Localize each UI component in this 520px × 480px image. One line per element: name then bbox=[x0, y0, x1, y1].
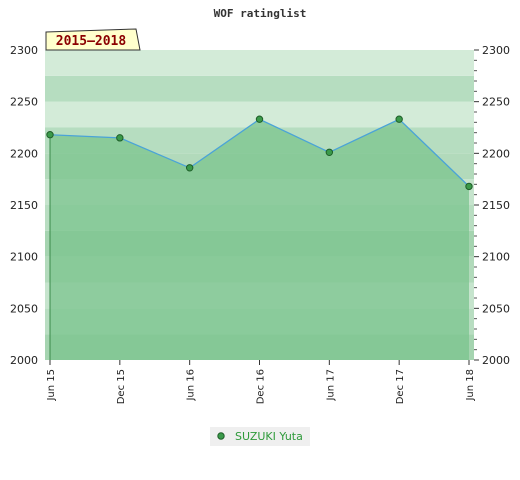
period-badge: 2015–2018 bbox=[45, 28, 141, 51]
area-fill bbox=[50, 119, 469, 360]
legend[interactable]: SUZUKI Yuta bbox=[210, 427, 310, 446]
data-point bbox=[185, 164, 194, 172]
y-tick-label-left: 2050 bbox=[10, 302, 38, 315]
rating-area bbox=[49, 118, 470, 360]
x-tick-label: Jun 15 bbox=[46, 369, 57, 402]
data-point bbox=[395, 115, 403, 123]
y-tick-label-right: 2200 bbox=[482, 147, 510, 160]
chart-title: WOF ratinglist bbox=[214, 7, 307, 20]
data-point bbox=[116, 134, 124, 142]
y-tick-label-left: 2000 bbox=[10, 354, 38, 367]
x-tick-label: Dec 15 bbox=[116, 369, 127, 404]
y-tick-label-left: 2300 bbox=[10, 44, 38, 57]
data-point bbox=[465, 182, 473, 191]
legend-label: SUZUKI Yuta bbox=[235, 430, 303, 443]
y-tick-label-left: 2150 bbox=[10, 199, 38, 212]
x-tick-label: Jun 16 bbox=[186, 369, 197, 402]
data-point bbox=[255, 115, 264, 123]
y-tick-label-right: 2250 bbox=[482, 96, 510, 109]
y-axis-right: 2000 2050 2100 2150 2200 2250 2300 bbox=[474, 44, 510, 367]
x-tick-label: Jun 17 bbox=[325, 369, 336, 402]
background-band bbox=[45, 75, 474, 102]
x-axis: Jun 15 Dec 15 Jun 16 Dec 16 Jun 17 Dec 17 Jun … bbox=[46, 360, 476, 404]
legend-marker bbox=[217, 432, 225, 440]
y-tick-label-left: 2100 bbox=[10, 251, 38, 264]
y-tick-label-right: 2050 bbox=[482, 302, 510, 315]
y-tick-label-right: 2300 bbox=[482, 44, 510, 57]
y-tick-label-right: 2150 bbox=[482, 199, 510, 212]
y-tick-label-left: 2250 bbox=[10, 96, 38, 109]
data-points bbox=[46, 115, 473, 191]
y-axis-left: 2000 2050 2100 2150 2200 2250 2300 bbox=[10, 44, 38, 367]
period-label: 2015–2018 bbox=[56, 34, 127, 49]
y-tick-label-right: 2100 bbox=[482, 251, 510, 264]
period-badge-box bbox=[45, 28, 141, 51]
background-band bbox=[45, 50, 474, 76]
data-point bbox=[46, 131, 54, 139]
y-tick-label-right: 2000 bbox=[482, 354, 510, 367]
x-tick-label: Dec 16 bbox=[256, 369, 267, 404]
y-tick-label-left: 2200 bbox=[10, 147, 38, 160]
x-tick-label: Dec 17 bbox=[395, 369, 406, 404]
legend-box bbox=[210, 427, 310, 446]
data-point bbox=[325, 148, 334, 157]
x-tick-label: Jun 18 bbox=[465, 369, 476, 402]
